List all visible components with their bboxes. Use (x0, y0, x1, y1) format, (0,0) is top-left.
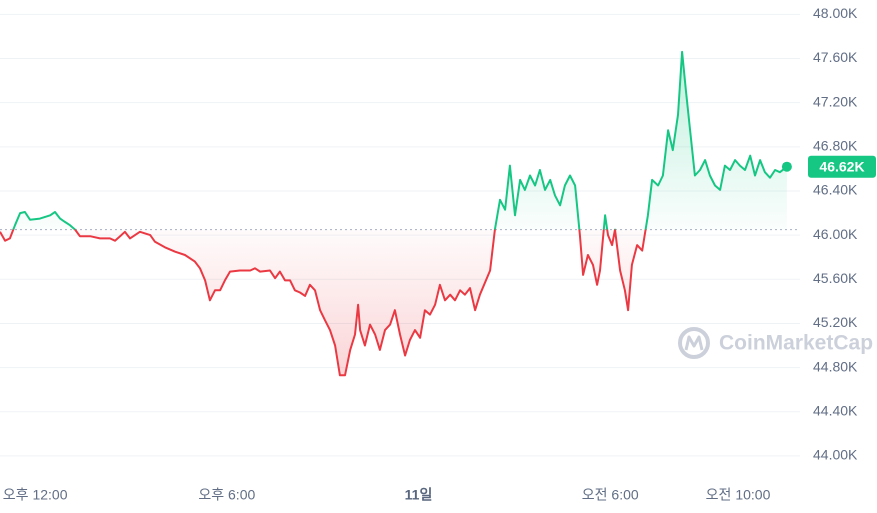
y-tick-label: 44.40K (813, 402, 858, 418)
y-tick-label: 47.20K (813, 93, 858, 109)
y-tick-label: 45.60K (813, 270, 858, 286)
price-area (0, 51, 787, 376)
y-tick-label: 48.00K (813, 5, 858, 21)
watermark: CoinMarketCap (678, 327, 873, 359)
last-point (781, 161, 792, 172)
y-tick-label: 46.40K (813, 182, 858, 198)
current-price-badge (808, 155, 876, 178)
x-tick-label: 11일 (405, 487, 433, 503)
y-tick-label: 46.00K (813, 226, 858, 242)
x-tick-label: 오후 6:00 (198, 487, 255, 503)
price-line (0, 50, 788, 377)
y-tick-label: 44.00K (813, 447, 858, 463)
watermark-text: CoinMarketCap (719, 332, 873, 355)
y-tick-label: 47.60K (813, 49, 858, 65)
x-tick-label: 오전 10:00 (706, 487, 771, 503)
y-tick-label: 45.20K (813, 314, 858, 330)
current-price-label: 46.62K (819, 158, 864, 174)
x-tick-label: 오후 12:00 (3, 487, 68, 503)
y-tick-label: 44.80K (813, 358, 858, 374)
x-tick-label: 오전 6:00 (582, 487, 639, 503)
y-tick-label: 46.80K (813, 138, 858, 154)
